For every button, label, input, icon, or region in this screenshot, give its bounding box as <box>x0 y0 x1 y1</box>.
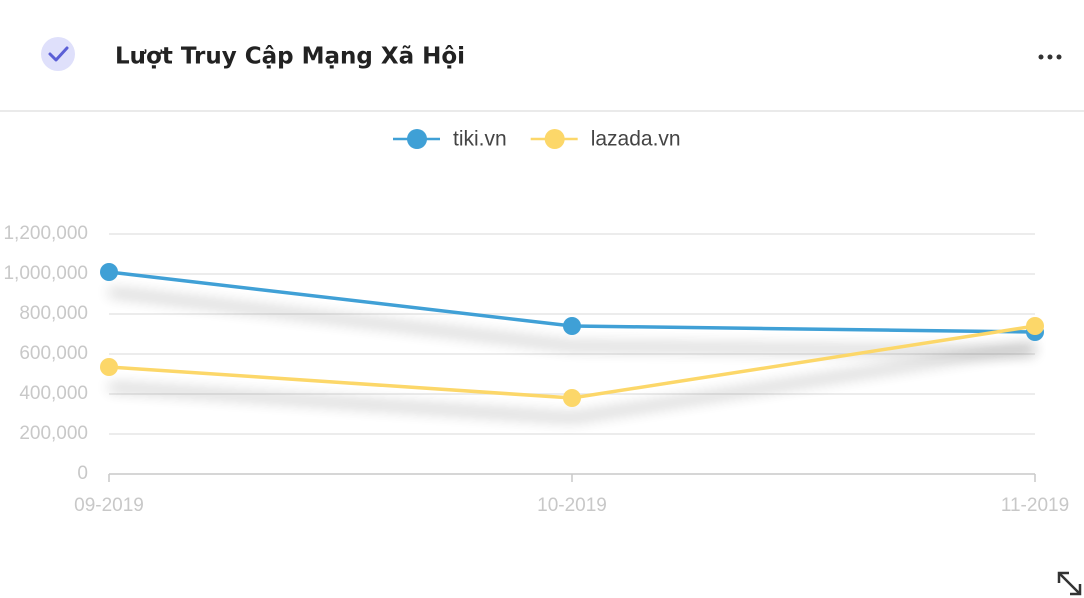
y-tick-label: 200,000 <box>19 423 88 444</box>
data-point <box>100 358 118 376</box>
y-tick-label: 400,000 <box>19 383 88 404</box>
x-tick-label: 10-2019 <box>537 495 607 516</box>
legend-marker <box>544 129 565 149</box>
data-point <box>563 317 581 335</box>
y-tick-label: 1,000,000 <box>3 263 88 284</box>
x-tick-label: 11-2019 <box>1001 495 1069 516</box>
y-tick-label: 0 <box>77 463 88 484</box>
x-tick-label: 09-2019 <box>74 495 144 516</box>
legend-label: tiki.vn <box>453 128 507 151</box>
check-icon[interactable] <box>41 37 75 71</box>
plot: 0 200,000 400,000 600,000 800,000 1,000,000 1,… <box>3 128 1069 516</box>
legend-label: lazada.vn <box>591 128 681 151</box>
data-point <box>100 263 118 281</box>
resize-icon[interactable] <box>1057 571 1082 596</box>
card-title: Lượt Truy Cập Mạng Xã Hội <box>115 44 465 70</box>
y-tick-label: 1,200,000 <box>3 223 88 244</box>
data-point <box>563 389 581 407</box>
y-tick-label: 800,000 <box>19 303 88 324</box>
legend-marker <box>407 129 427 149</box>
more-menu[interactable] <box>1038 54 1062 60</box>
data-point <box>1026 317 1044 335</box>
y-tick-label: 600,000 <box>19 343 88 364</box>
